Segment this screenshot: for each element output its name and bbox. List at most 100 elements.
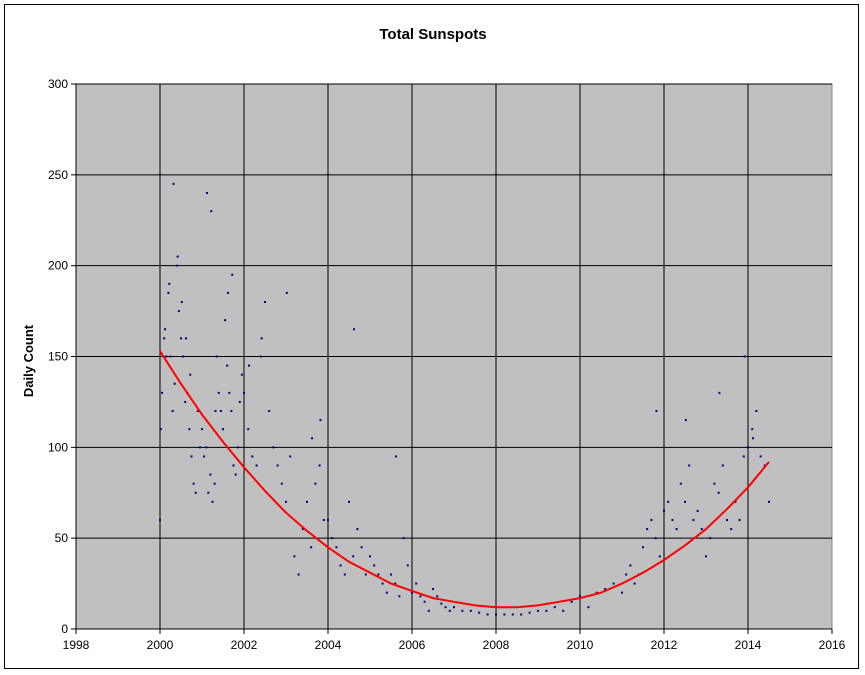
data-point xyxy=(224,319,227,322)
data-point xyxy=(406,564,409,567)
y-tick-label: 250 xyxy=(48,168,68,182)
data-point xyxy=(172,182,175,185)
fit-curve xyxy=(159,350,770,609)
data-point xyxy=(587,606,590,609)
data-point xyxy=(705,555,707,558)
data-point xyxy=(642,546,644,549)
data-point xyxy=(285,291,288,294)
data-point xyxy=(394,582,397,585)
data-point xyxy=(625,573,628,576)
data-point xyxy=(318,464,321,467)
data-point xyxy=(167,291,170,294)
data-point xyxy=(238,400,241,403)
data-point xyxy=(234,473,237,476)
data-point xyxy=(164,328,167,331)
data-point xyxy=(385,591,388,594)
data-point xyxy=(755,410,758,412)
data-point xyxy=(210,210,213,213)
data-point xyxy=(448,609,451,612)
data-point xyxy=(348,500,350,503)
data-point xyxy=(173,382,176,385)
data-point xyxy=(184,400,187,403)
data-point xyxy=(175,264,178,267)
data-point xyxy=(228,391,231,394)
chart-title: Total Sunspots xyxy=(379,26,486,43)
data-point xyxy=(198,446,201,449)
data-point xyxy=(423,600,426,603)
data-point xyxy=(579,595,581,598)
data-point xyxy=(440,602,443,605)
data-point xyxy=(743,355,746,358)
data-point xyxy=(415,582,418,585)
data-point xyxy=(319,419,322,422)
data-point xyxy=(247,428,250,431)
data-point xyxy=(169,355,172,358)
data-point xyxy=(314,482,317,485)
data-point xyxy=(469,609,472,612)
data-point xyxy=(402,537,405,540)
data-point xyxy=(264,301,266,303)
data-point xyxy=(209,473,212,476)
y-tick-label: 300 xyxy=(48,77,68,91)
data-point xyxy=(192,482,195,485)
data-point xyxy=(311,437,314,440)
y-tick-label: 50 xyxy=(55,531,69,545)
x-tick-label: 2012 xyxy=(651,638,678,652)
data-point xyxy=(205,446,208,449)
data-point xyxy=(398,595,401,598)
data-point xyxy=(604,588,607,591)
y-tick-labels: 0 50 100 150 200 250 300 xyxy=(48,77,76,636)
data-point xyxy=(738,519,741,521)
data-point xyxy=(190,455,193,458)
data-point xyxy=(461,609,464,612)
data-point xyxy=(747,446,749,449)
data-point xyxy=(650,519,653,521)
gridlines xyxy=(76,83,832,629)
data-point xyxy=(231,273,234,276)
data-point xyxy=(655,410,658,412)
data-point xyxy=(444,606,447,609)
data-point xyxy=(180,337,182,340)
data-point xyxy=(360,546,363,549)
data-point xyxy=(280,482,283,485)
data-point xyxy=(276,464,279,467)
data-point xyxy=(759,455,762,458)
y-tick-label: 0 xyxy=(61,622,68,636)
data-point xyxy=(327,519,329,521)
data-point xyxy=(201,428,203,431)
data-point xyxy=(196,410,199,412)
data-point xyxy=(227,291,230,294)
x-tick-label: 2014 xyxy=(735,638,762,652)
data-point xyxy=(734,500,737,503)
data-point xyxy=(520,613,523,616)
data-point xyxy=(331,537,334,540)
data-point xyxy=(176,255,179,258)
data-point xyxy=(562,609,565,612)
data-point xyxy=(752,437,755,440)
data-point xyxy=(230,410,233,412)
data-point xyxy=(339,564,342,567)
x-tick-label: 2016 xyxy=(819,638,846,652)
data-point xyxy=(381,582,384,585)
data-point xyxy=(667,500,670,503)
data-point xyxy=(373,564,376,567)
data-point xyxy=(310,546,313,549)
data-point xyxy=(742,455,745,458)
data-point xyxy=(427,609,430,612)
data-point xyxy=(189,373,192,376)
data-point xyxy=(528,611,531,614)
data-point xyxy=(478,611,481,614)
data-point xyxy=(177,310,180,313)
data-point xyxy=(369,555,371,558)
data-point xyxy=(194,491,197,494)
data-point xyxy=(232,464,235,467)
data-point xyxy=(215,355,218,358)
data-point xyxy=(289,455,292,458)
data-point xyxy=(612,582,615,585)
x-tick-label: 2004 xyxy=(315,638,342,652)
data-point xyxy=(419,595,422,598)
data-point xyxy=(629,564,632,567)
data-point xyxy=(537,609,539,612)
data-point xyxy=(343,573,346,576)
data-point xyxy=(306,500,308,503)
